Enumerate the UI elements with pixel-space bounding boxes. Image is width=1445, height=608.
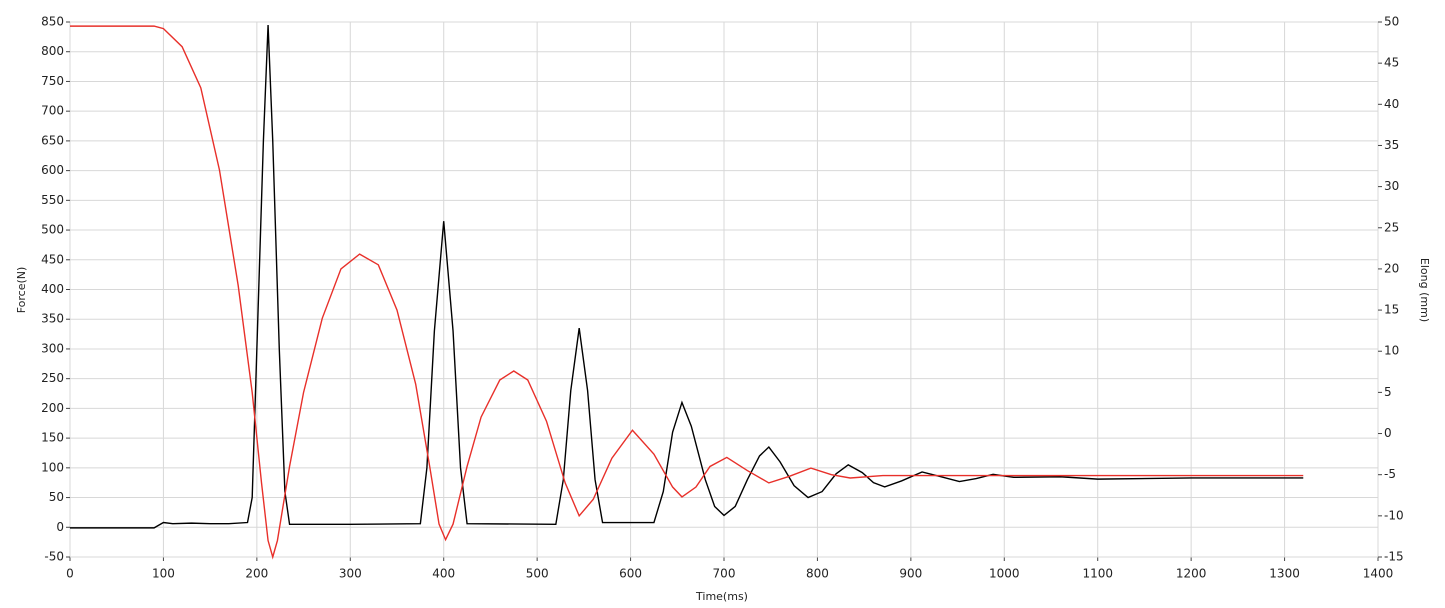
series-line: [70, 25, 1304, 560]
y2-tick-label: -5: [1384, 467, 1396, 481]
y2-tick-label: 10: [1384, 344, 1399, 358]
y-tick-label: 100: [41, 460, 64, 474]
y2-tick-label: 30: [1384, 179, 1399, 193]
y-tick-label: 50: [49, 490, 64, 504]
y2-tick-label: 15: [1384, 303, 1399, 317]
y-tick-label: 200: [41, 401, 64, 415]
y-tick-label: 400: [41, 282, 64, 296]
y2-tick-label: 45: [1384, 56, 1399, 70]
y2-axis-title: Elong (mm): [1418, 258, 1431, 322]
y2-tick-label: 5: [1384, 385, 1392, 399]
x-tick-label: 700: [713, 567, 736, 581]
x-tick-label: 100: [152, 567, 175, 581]
y2-tick-label: 35: [1384, 138, 1399, 152]
x-tick-label: 1100: [1082, 567, 1113, 581]
y-tick-label: 250: [41, 371, 64, 385]
y-tick-label: 750: [41, 74, 64, 88]
y2-tick-label: 20: [1384, 261, 1399, 275]
x-tick-label: 600: [619, 567, 642, 581]
y-tick-label: 800: [41, 44, 64, 58]
y-tick-label: 150: [41, 431, 64, 445]
x-tick-label: 1300: [1269, 567, 1300, 581]
y2-tick-label: 0: [1384, 426, 1392, 440]
y2-tick-label: -10: [1384, 508, 1404, 522]
x-tick-label: 400: [432, 567, 455, 581]
y-tick-label: 500: [41, 223, 64, 237]
x-tick-label: 800: [806, 567, 829, 581]
x-tick-label: 0: [66, 567, 74, 581]
x-tick-label: 300: [339, 567, 362, 581]
y2-tick-label: 40: [1384, 97, 1399, 111]
x-tick-label: 1400: [1363, 567, 1394, 581]
y-axis-title: Force(N): [15, 267, 28, 314]
y-tick-label: 300: [41, 341, 64, 355]
series-line: [70, 24, 1304, 529]
y-tick-label: 350: [41, 312, 64, 326]
x-tick-label: 200: [245, 567, 268, 581]
y2-tick-label: -15: [1384, 550, 1404, 564]
x-tick-label: 500: [526, 567, 549, 581]
y2-tick-label: 25: [1384, 220, 1399, 234]
y-tick-label: 650: [41, 133, 64, 147]
y-tick-label: 850: [41, 15, 64, 29]
y-tick-label: 550: [41, 193, 64, 207]
y2-tick-label: 50: [1384, 15, 1399, 29]
y-tick-label: 0: [56, 520, 64, 534]
x-axis-title: Time(ms): [695, 590, 748, 603]
x-tick-label: 1000: [989, 567, 1020, 581]
y-tick-label: 450: [41, 252, 64, 266]
y-tick-label: -50: [44, 550, 64, 564]
y-tick-label: 700: [41, 104, 64, 118]
x-tick-label: 900: [899, 567, 922, 581]
y-tick-label: 600: [41, 163, 64, 177]
x-tick-label: 1200: [1176, 567, 1207, 581]
